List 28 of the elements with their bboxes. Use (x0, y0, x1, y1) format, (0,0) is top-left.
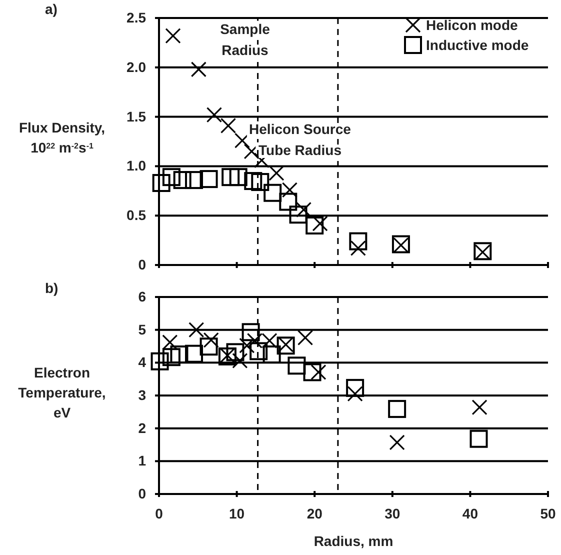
y-tick-label: 1.5 (126, 108, 146, 124)
y-tick-label: 0 (138, 256, 146, 272)
y-tick-label: 0.5 (126, 207, 146, 224)
x-tick-label: 40 (462, 505, 478, 522)
y-tick-label: 3 (138, 386, 146, 403)
legend-label: Helicon mode (426, 17, 518, 33)
y-tick-label: 2.0 (126, 58, 146, 75)
y-tick-label: 5 (138, 321, 146, 338)
legend-label: Inductive mode (426, 37, 529, 53)
y-axis-title: Flux Density, 10$^{22}$ m$^{-2}$s$^{-1}$ (18, 120, 106, 156)
x-tick-label: 10 (229, 505, 245, 522)
x-tick-label: 0 (155, 505, 164, 522)
y-tick-label: 6 (138, 288, 146, 304)
annotation: Helicon Source Tube Radius (249, 121, 352, 158)
y-tick-label: 0 (138, 485, 146, 502)
y-tick-label: 2.5 (126, 9, 146, 26)
y-tick-label: 4 (138, 354, 146, 370)
y-tick-label: 1.0 (126, 158, 146, 174)
chart-title: a) (45, 1, 58, 17)
y-axis-title: Electron Temperature, eV (18, 364, 106, 420)
x-tick-label: 30 (384, 505, 400, 522)
x-tick-label: 20 (306, 505, 323, 522)
y-tick-label: 1 (138, 452, 146, 469)
y-tick-label: 2 (138, 420, 146, 436)
chart-title: b) (45, 280, 58, 296)
x-axis-title: Radius, mm (314, 533, 394, 549)
x-tick-label: 50 (540, 505, 556, 522)
annotation: Sample Radius (220, 21, 270, 58)
